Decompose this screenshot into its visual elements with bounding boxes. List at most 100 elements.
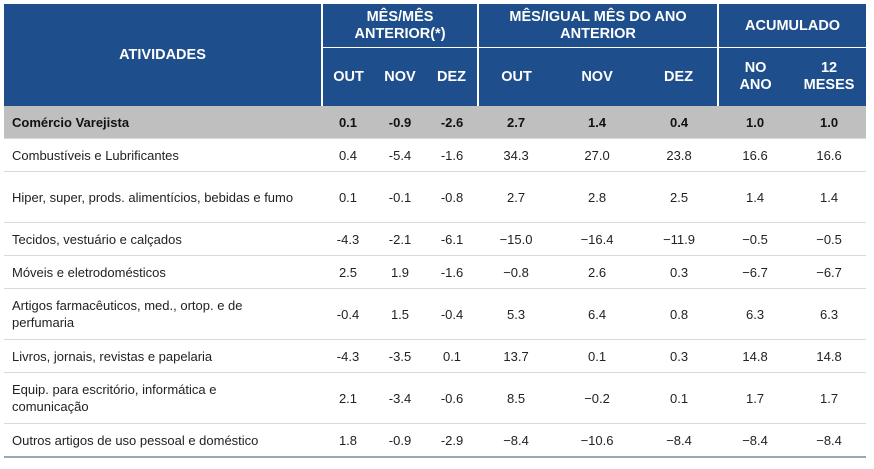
value-cell: −8.4	[478, 423, 555, 458]
activities-header: ATIVIDADES	[4, 4, 323, 106]
value-cell: 6.3	[718, 288, 793, 340]
col-header: 12 MESES	[792, 48, 867, 106]
value-cell: −8.4	[640, 423, 719, 458]
month-year-ago-header: MÊS/IGUAL MÊS DO ANO ANTERIOR	[478, 4, 720, 48]
value-cell: 1.7	[718, 372, 793, 424]
activity-name: Artigos farmacêuticos, med., ortop. e de…	[4, 288, 322, 340]
value-cell: 1.4	[718, 171, 793, 223]
value-cell: 8.5	[478, 372, 555, 424]
value-cell: 1.4	[792, 171, 867, 223]
value-cell: 0.8	[640, 288, 719, 340]
value-cell: -0.4	[322, 288, 374, 340]
value-cell: -0.4	[426, 288, 479, 340]
value-cell: −8.4	[792, 423, 867, 458]
activity-name-text: Equip. para escritório, informática e co…	[12, 382, 217, 414]
value-cell: 2.5	[322, 255, 374, 289]
value-cell: 6.3	[792, 288, 867, 340]
value-cell: 13.7	[478, 339, 555, 373]
value-cell: -0.1	[374, 171, 426, 223]
value-cell: 6.4	[554, 288, 641, 340]
accumulated-header: ACUMULADO	[718, 4, 867, 48]
retail-activities-table: ATIVIDADES MÊS/MÊS ANTERIOR(*) MÊS/IGUAL…	[4, 4, 867, 458]
value-cell: −11.9	[640, 222, 719, 256]
table-row: Hiper, super, prods. alimentícios, bebid…	[4, 171, 867, 223]
table-row: Móveis e eletrodomésticos 2.5 1.9 -1.6 −…	[4, 255, 867, 289]
value-cell: −0.5	[718, 222, 793, 256]
col-header: NOV	[554, 48, 641, 106]
value-cell: −6.7	[718, 255, 793, 289]
value-cell: −0.5	[792, 222, 867, 256]
table-row-total: Comércio Varejista 0.1 -0.9 -2.6 2.7 1.4…	[4, 106, 867, 139]
value-cell: 0.1	[322, 171, 374, 223]
value-cell: -0.6	[426, 372, 479, 424]
value-cell: 2.1	[322, 372, 374, 424]
col-header: NO ANO	[718, 48, 793, 106]
value-cell: 0.1	[554, 339, 641, 373]
table-row: Tecidos, vestuário e calçados -4.3 -2.1 …	[4, 222, 867, 256]
value-cell: -0.9	[374, 423, 426, 458]
value-cell: 1.9	[374, 255, 426, 289]
col-header-label: 12 MESES	[803, 60, 855, 93]
table-row: Livros, jornais, revistas e papelaria -4…	[4, 339, 867, 373]
value-cell: -4.3	[322, 339, 374, 373]
value-cell: -6.1	[426, 222, 479, 256]
month-over-month-header: MÊS/MÊS ANTERIOR(*)	[322, 4, 480, 48]
value-cell: 2.7	[478, 171, 555, 223]
activity-name: Livros, jornais, revistas e papelaria	[4, 339, 322, 373]
col-header: DEZ	[640, 48, 720, 106]
value-cell: 27.0	[554, 138, 641, 172]
value-cell: 14.8	[718, 339, 793, 373]
value-cell: 1.0	[718, 106, 793, 139]
value-cell: −8.4	[718, 423, 793, 458]
col-header: NOV	[374, 48, 426, 106]
value-cell: −0.2	[554, 372, 641, 424]
value-cell: -3.4	[374, 372, 426, 424]
value-cell: 1.7	[792, 372, 867, 424]
activity-name: Tecidos, vestuário e calçados	[4, 222, 322, 256]
table-row: Outros artigos de uso pessoal e doméstic…	[4, 423, 867, 458]
value-cell: −16.4	[554, 222, 641, 256]
value-cell: -4.3	[322, 222, 374, 256]
value-cell: 0.1	[640, 372, 719, 424]
value-cell: 2.8	[554, 171, 641, 223]
value-cell: -5.4	[374, 138, 426, 172]
value-cell: 2.6	[554, 255, 641, 289]
value-cell: 1.0	[792, 106, 867, 139]
value-cell: 0.1	[322, 106, 374, 139]
value-cell: 16.6	[718, 138, 793, 172]
col-header: OUT	[322, 48, 374, 106]
value-cell: 0.1	[426, 339, 479, 373]
value-cell: -0.9	[374, 106, 426, 139]
value-cell: 2.7	[478, 106, 555, 139]
table-row: Artigos farmacêuticos, med., ortop. e de…	[4, 288, 867, 340]
activity-name: Equip. para escritório, informática e co…	[4, 372, 322, 424]
value-cell: 14.8	[792, 339, 867, 373]
value-cell: -2.1	[374, 222, 426, 256]
activity-name: Comércio Varejista	[4, 106, 322, 139]
value-cell: 0.3	[640, 339, 719, 373]
value-cell: 34.3	[478, 138, 555, 172]
value-cell: -3.5	[374, 339, 426, 373]
value-cell: −15.0	[478, 222, 555, 256]
col-header: DEZ	[426, 48, 480, 106]
activity-name: Outros artigos de uso pessoal e doméstic…	[4, 423, 322, 458]
value-cell: −0.8	[478, 255, 555, 289]
activity-name: Combustíveis e Lubrificantes	[4, 138, 322, 172]
value-cell: -2.9	[426, 423, 479, 458]
activity-name: Hiper, super, prods. alimentícios, bebid…	[4, 171, 322, 223]
value-cell: 2.5	[640, 171, 719, 223]
value-cell: −6.7	[792, 255, 867, 289]
value-cell: 0.3	[640, 255, 719, 289]
value-cell: 1.4	[554, 106, 641, 139]
value-cell: 0.4	[640, 106, 719, 139]
value-cell: 1.8	[322, 423, 374, 458]
col-header: OUT	[478, 48, 555, 106]
value-cell: 5.3	[478, 288, 555, 340]
table-row: Combustíveis e Lubrificantes 0.4 -5.4 -1…	[4, 138, 867, 172]
value-cell: 16.6	[792, 138, 867, 172]
activity-name: Móveis e eletrodomésticos	[4, 255, 322, 289]
value-cell: -0.8	[426, 171, 479, 223]
value-cell: -1.6	[426, 255, 479, 289]
retail-table-container: ATIVIDADES MÊS/MÊS ANTERIOR(*) MÊS/IGUAL…	[4, 4, 867, 458]
value-cell: -2.6	[426, 106, 479, 139]
